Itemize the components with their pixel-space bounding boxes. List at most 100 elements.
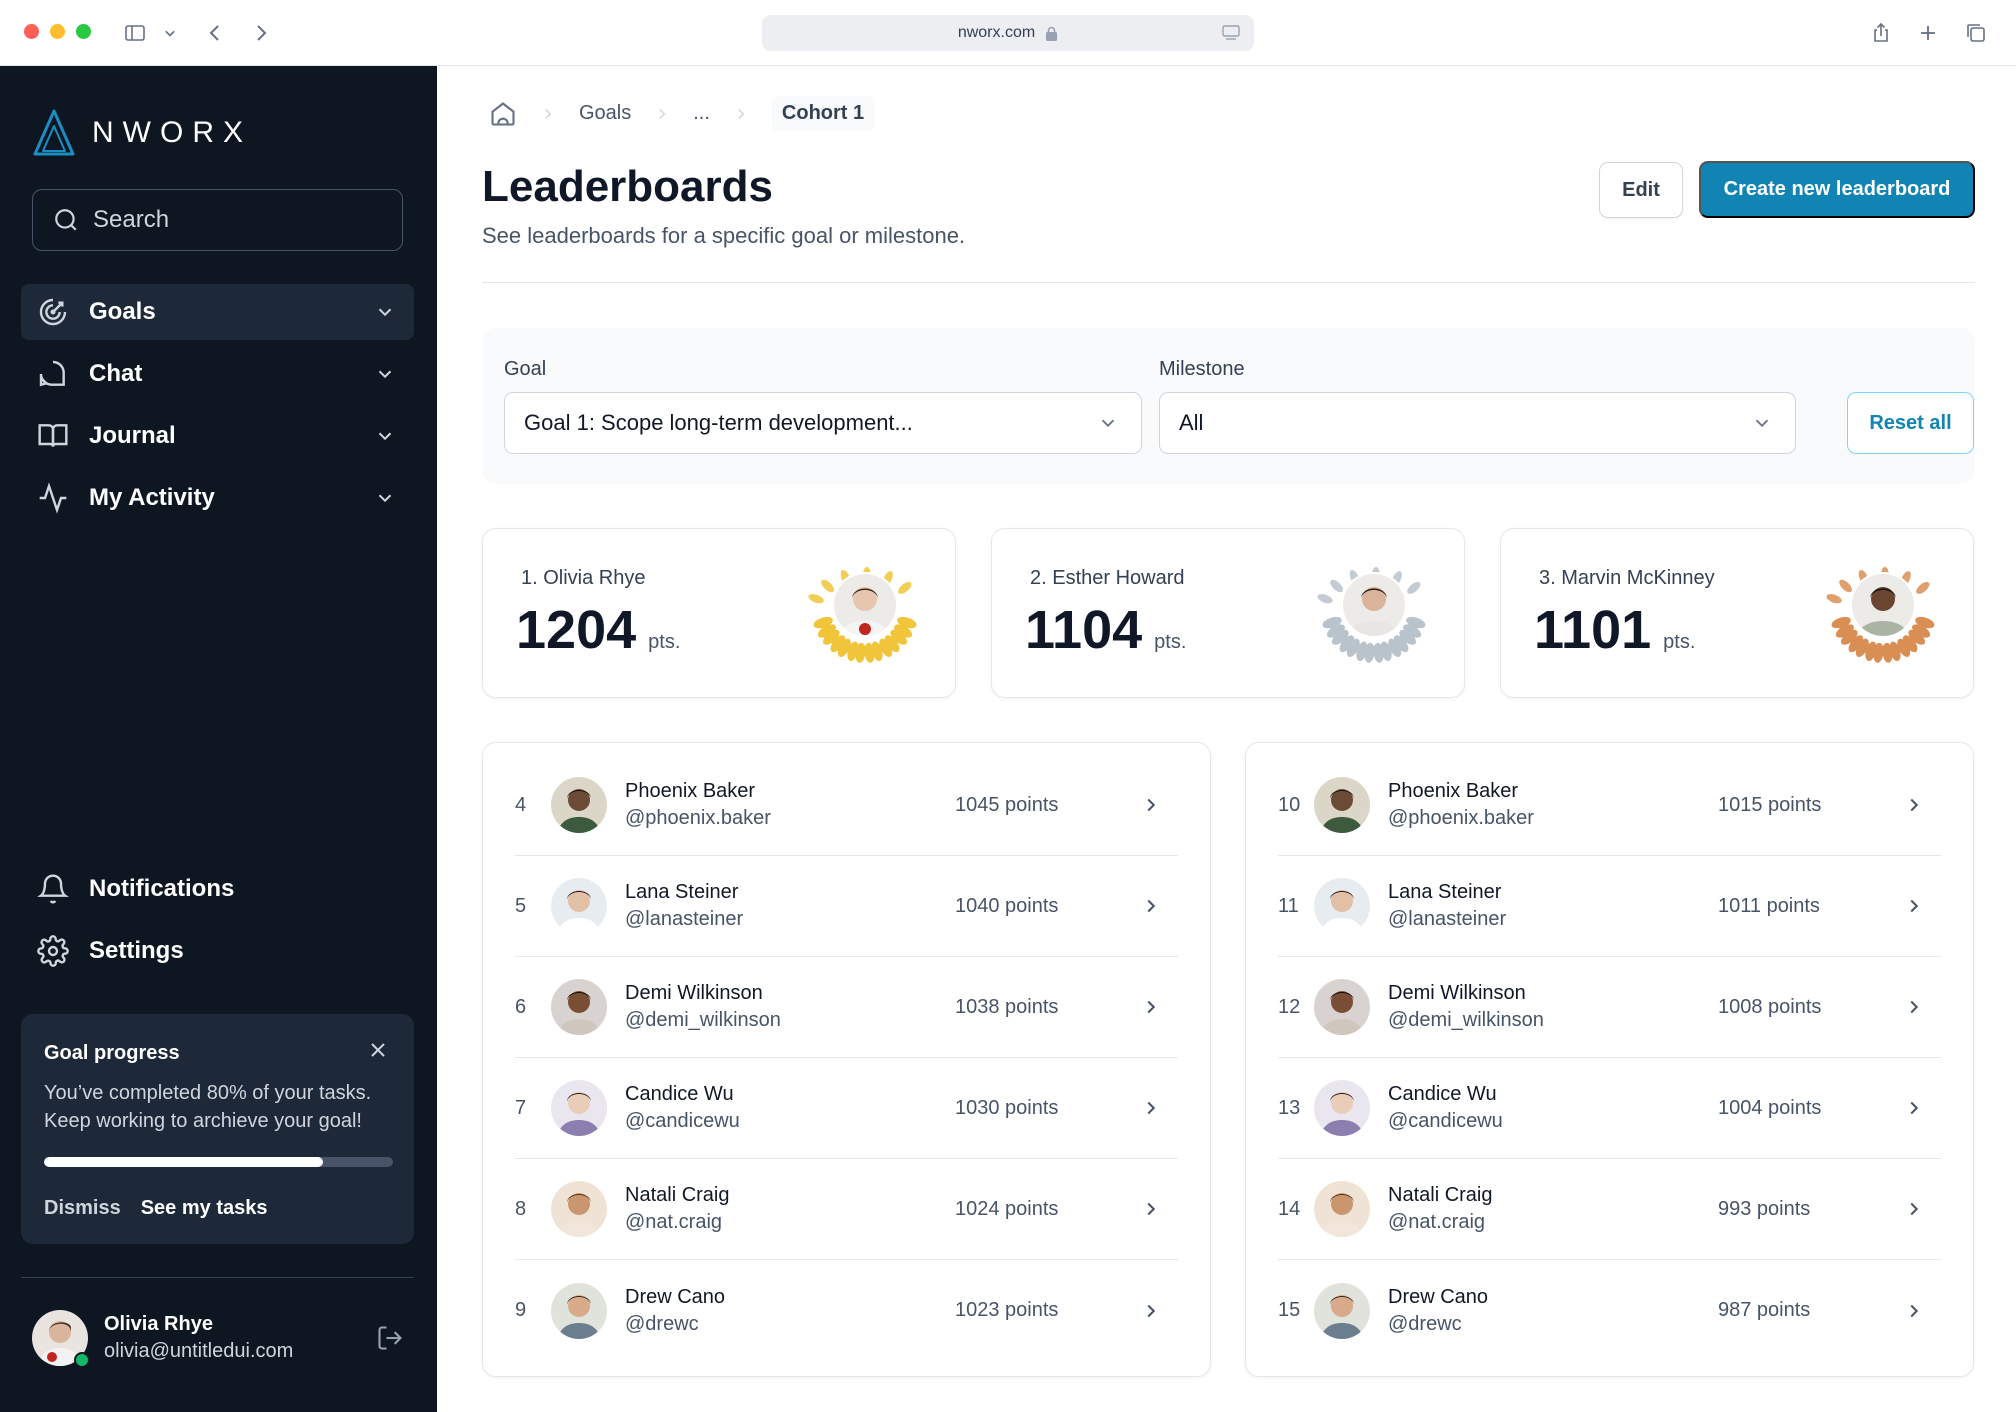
leaderboard-row[interactable]: 15 Drew Cano @drewc 987 points	[1278, 1260, 1941, 1361]
nav-item-settings[interactable]: Settings	[21, 923, 414, 979]
podium-points-unit: pts.	[648, 631, 681, 653]
close-icon[interactable]	[366, 1038, 390, 1062]
nav-item-journal[interactable]: Journal	[21, 408, 414, 464]
edit-button[interactable]: Edit	[1599, 162, 1683, 218]
chevron-right-icon[interactable]	[1903, 1300, 1925, 1322]
close-window-button[interactable]	[24, 24, 39, 39]
leaderboard-row[interactable]: 9 Drew Cano @drewc 1023 points	[515, 1260, 1178, 1361]
chevron-right-icon[interactable]	[1140, 794, 1162, 816]
see-my-tasks-button[interactable]: See my tasks	[140, 1197, 268, 1219]
nav-item-notifications[interactable]: Notifications	[21, 861, 414, 917]
user-profile: Olivia Rhye olivia@untitledui.com	[32, 1310, 404, 1368]
milestone-label: Milestone	[1159, 358, 1245, 380]
leaderboard-row[interactable]: 7 Candice Wu @candicewu 1030 points	[515, 1058, 1178, 1159]
chevron-down-icon	[378, 370, 392, 379]
goal-progress-fill	[44, 1157, 324, 1167]
breadcrumb-current[interactable]: Cohort 1	[771, 96, 875, 131]
row-user: Drew Cano @drewc	[625, 1286, 955, 1336]
url-text: nworx.com	[957, 24, 1036, 41]
row-handle: @candicewu	[625, 1110, 740, 1132]
chevron-down-icon	[378, 308, 392, 317]
leaderboard-row[interactable]: 5 Lana Steiner @lanasteiner 1040 points	[515, 856, 1178, 957]
podium-points: 1101 pts.	[1534, 599, 1695, 661]
home-icon[interactable]	[489, 100, 517, 128]
chevron-down-icon	[1101, 419, 1115, 428]
window-controls	[24, 24, 91, 39]
back-icon[interactable]	[200, 18, 230, 48]
dismiss-button[interactable]: Dismiss	[44, 1197, 121, 1219]
chevron-right-icon	[545, 108, 552, 119]
milestone-select-value: All	[1179, 410, 1204, 435]
breadcrumb-goals[interactable]: Goals	[579, 102, 632, 124]
sidebar-toggle-icon[interactable]	[120, 18, 150, 48]
chevron-right-icon[interactable]	[1140, 1300, 1162, 1322]
leaderboard-row[interactable]: 13 Candice Wu @candicewu 1004 points	[1278, 1058, 1941, 1159]
breadcrumb-ellipsis[interactable]: ...	[693, 102, 710, 124]
zoom-window-button[interactable]	[76, 24, 91, 39]
nav-item-my-activity[interactable]: My Activity	[21, 470, 414, 526]
row-points: 987 points	[1718, 1299, 1811, 1321]
chevron-right-icon[interactable]	[1903, 895, 1925, 917]
goal-progress-bar	[44, 1157, 393, 1167]
leaderboard-row[interactable]: 14 Natali Craig @nat.craig 993 points	[1278, 1159, 1941, 1260]
podium-card-third[interactable]: 3. Marvin McKinney 1101 pts.	[1500, 528, 1974, 698]
nav-item-goals[interactable]: Goals	[21, 284, 414, 340]
page-title: Leaderboards	[482, 162, 773, 211]
chevron-right-icon[interactable]	[1140, 996, 1162, 1018]
chevron-right-icon[interactable]	[1140, 1097, 1162, 1119]
search-input[interactable]: Search	[32, 189, 403, 251]
avatar	[1314, 1080, 1370, 1136]
row-handle: @lanasteiner	[625, 908, 744, 930]
row-user: Phoenix Baker @phoenix.baker	[1388, 780, 1718, 830]
minimize-window-button[interactable]	[50, 24, 65, 39]
row-user: Lana Steiner @lanasteiner	[625, 881, 955, 931]
goal-progress-card: Goal progress You’ve completed 80% of yo…	[21, 1014, 414, 1244]
reader-icon[interactable]	[1222, 25, 1240, 41]
chevron-right-icon[interactable]	[1903, 1198, 1925, 1220]
address-bar[interactable]: nworx.com	[762, 15, 1254, 51]
leaderboard-row[interactable]: 10 Phoenix Baker @phoenix.baker 1015 points	[1278, 755, 1941, 856]
row-points: 1011 points	[1718, 894, 1820, 917]
filter-panel: Goal Goal 1: Scope long-term development…	[482, 328, 1975, 484]
search-icon	[55, 209, 77, 231]
reset-all-button[interactable]: Reset all	[1847, 392, 1974, 454]
brand-name: NWORX	[92, 116, 252, 149]
leaderboard-row[interactable]: 4 Phoenix Baker @phoenix.baker 1045 points	[515, 755, 1178, 856]
create-leaderboard-button[interactable]: Create new leaderboard	[1699, 161, 1975, 218]
forward-icon[interactable]	[246, 18, 276, 48]
chevron-down-icon	[1755, 419, 1769, 428]
brand-logo[interactable]: NWORX	[32, 108, 252, 158]
avatar	[551, 878, 607, 934]
nav-item-chat[interactable]: Chat	[21, 346, 414, 402]
podium-points-value: 1204	[516, 600, 637, 660]
bronze-laurel-avatar-icon	[1826, 567, 1935, 663]
tab-overview-icon[interactable]	[1961, 18, 1991, 48]
chevron-right-icon[interactable]	[1903, 1097, 1925, 1119]
search-placeholder: Search	[93, 206, 170, 233]
chevron-right-icon[interactable]	[1140, 895, 1162, 917]
chevron-down-icon[interactable]	[160, 18, 180, 48]
logout-icon[interactable]	[376, 1324, 404, 1352]
chevron-right-icon[interactable]	[1903, 794, 1925, 816]
row-points: 1038 points	[955, 995, 1059, 1018]
avatar	[551, 1282, 607, 1339]
row-rank: 4	[515, 793, 527, 816]
avatar[interactable]	[32, 1310, 90, 1368]
leaderboard-row[interactable]: 8 Natali Craig @nat.craig 1024 points	[515, 1159, 1178, 1260]
browser-toolbar: nworx.com	[0, 0, 2016, 66]
chevron-right-icon[interactable]	[1903, 996, 1925, 1018]
chevron-right-icon[interactable]	[1140, 1198, 1162, 1220]
podium-card-second[interactable]: 2. Esther Howard 1104 pts.	[991, 528, 1465, 698]
leaderboard-row[interactable]: 6 Demi Wilkinson @demi_wilkinson 1038 point…	[515, 957, 1178, 1058]
row-handle: @lanasteiner	[1388, 908, 1507, 930]
row-name: Candice Wu	[1388, 1083, 1497, 1105]
avatar	[551, 1181, 607, 1237]
new-tab-icon[interactable]	[1913, 18, 1943, 48]
goal-select[interactable]: Goal 1: Scope long-term development...	[504, 392, 1142, 454]
leaderboard-row[interactable]: 12 Demi Wilkinson @demi_wilkinson 1008 poin…	[1278, 957, 1941, 1058]
chevron-down-icon	[378, 494, 392, 503]
podium-card-first[interactable]: 1. Olivia Rhye 1204 pts.	[482, 528, 956, 698]
share-icon[interactable]	[1866, 18, 1896, 48]
milestone-select[interactable]: All	[1159, 392, 1796, 454]
leaderboard-row[interactable]: 11 Lana Steiner @lanasteiner 1011 points	[1278, 856, 1941, 957]
